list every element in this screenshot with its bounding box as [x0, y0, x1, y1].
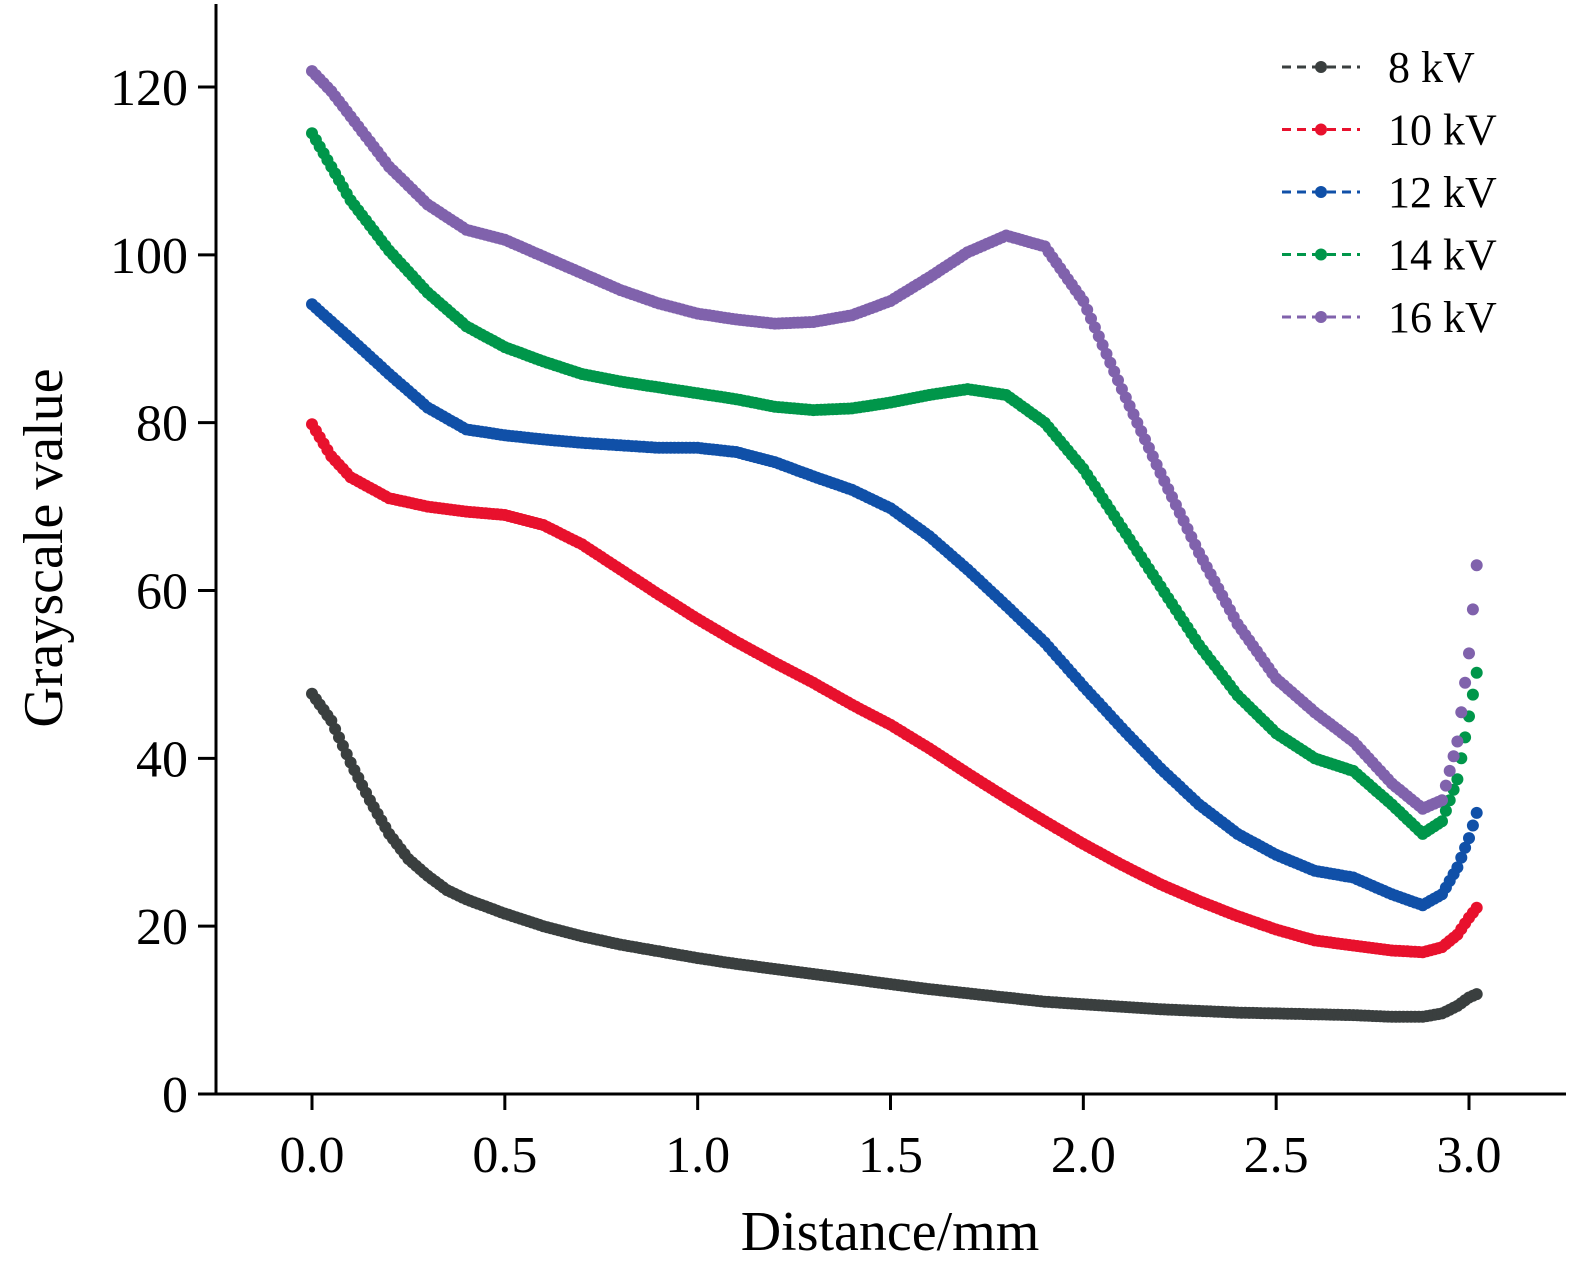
data-point — [1436, 815, 1448, 828]
data-point — [1459, 841, 1472, 854]
data-point — [1470, 666, 1483, 679]
data-point — [1466, 819, 1479, 832]
data-point — [1451, 773, 1464, 786]
series-14-kv — [306, 127, 1483, 840]
series-12-kv — [306, 298, 1483, 912]
y-tick-label: 60 — [136, 564, 188, 621]
legend-label: 12 kV — [1388, 168, 1497, 217]
data-point — [1463, 647, 1475, 660]
data-series — [306, 65, 1483, 1023]
x-tick-label: 1.0 — [665, 1127, 730, 1184]
data-point — [1463, 832, 1475, 845]
series-10-kv — [306, 418, 1483, 959]
x-axis-title: Distance/mm — [741, 1201, 1040, 1263]
data-point — [1451, 735, 1464, 748]
legend-marker — [1315, 61, 1327, 73]
x-tick-label: 0.5 — [472, 1127, 537, 1184]
x-tick-label: 1.5 — [858, 1127, 923, 1184]
y-axis-title: Grayscale value — [13, 368, 75, 727]
legend-label: 14 kV — [1388, 231, 1497, 280]
y-tick-label: 100 — [110, 228, 188, 285]
data-point — [1470, 806, 1483, 819]
data-point — [1455, 706, 1468, 719]
y-tick-label: 80 — [136, 396, 188, 453]
y-tick-label: 120 — [110, 60, 188, 117]
y-tick-label: 20 — [136, 899, 188, 956]
data-point — [1470, 559, 1483, 572]
legend-label: 10 kV — [1388, 106, 1497, 155]
legend-item: 12 kV — [1282, 168, 1497, 217]
legend-item: 8 kV — [1282, 43, 1475, 92]
legend-marker — [1315, 123, 1327, 136]
data-point — [1459, 676, 1472, 689]
legend: 8 kV 10 kV 12 kV 14 kV 16 kV — [1282, 43, 1497, 342]
x-tick-label: 2.0 — [1051, 1127, 1116, 1184]
y-tick-label: 0 — [162, 1067, 188, 1124]
series-16-kv — [306, 65, 1483, 815]
legend-item: 10 kV — [1282, 106, 1497, 155]
data-point — [1436, 794, 1448, 807]
legend-label: 16 kV — [1388, 293, 1497, 342]
data-point — [1447, 750, 1460, 763]
data-point — [1439, 779, 1452, 792]
data-point — [1470, 988, 1483, 1001]
legend-item: 14 kV — [1282, 231, 1497, 280]
x-tick-label: 2.5 — [1244, 1127, 1309, 1184]
x-tick-label: 0.0 — [280, 1127, 345, 1184]
data-point — [1451, 861, 1464, 874]
data-point — [1455, 851, 1468, 864]
data-point — [1466, 603, 1479, 616]
data-point — [1443, 764, 1456, 777]
axes: 0.0 0.5 1.0 1.5 2.0 2.5 3.0 0 20 40 60 80 100 120 — [110, 4, 1566, 1184]
legend-marker — [1315, 248, 1327, 261]
data-point — [1466, 688, 1479, 701]
legend-item: 16 kV — [1282, 293, 1497, 342]
legend-marker — [1315, 311, 1327, 323]
legend-marker — [1315, 186, 1327, 198]
data-point — [1470, 901, 1483, 914]
y-tick-label: 40 — [136, 731, 188, 788]
series-8-kv — [306, 687, 1483, 1023]
x-tick-label: 3.0 — [1437, 1127, 1502, 1184]
legend-label: 8 kV — [1388, 43, 1475, 92]
data-point — [1439, 804, 1452, 817]
